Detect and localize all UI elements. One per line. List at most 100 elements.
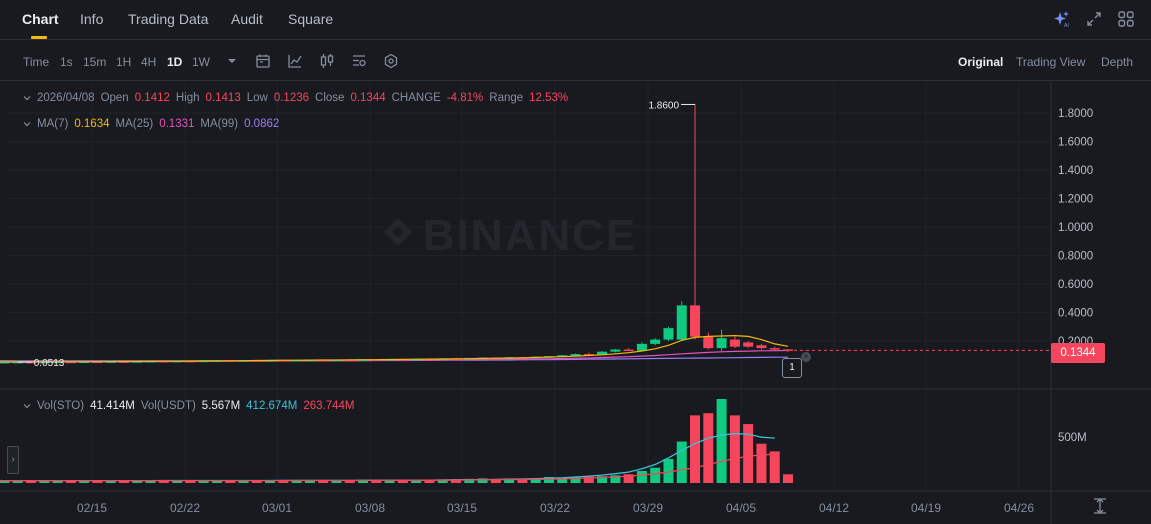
expand-icon[interactable] [1085, 10, 1103, 28]
price-tick-label: 1.8000 [1058, 108, 1093, 120]
tab-square[interactable]: Square [288, 11, 334, 27]
tab-chart[interactable]: Chart [22, 11, 59, 27]
volume-bar-up [636, 471, 647, 483]
tab-audit[interactable]: Audit [231, 11, 263, 27]
volume-bar-down [583, 476, 594, 483]
open-label: Open [100, 92, 129, 104]
x-tick-label: 03/01 [262, 501, 292, 515]
volume-legend: Vol(STO) 41.414M Vol(USDT) 5.567M 412.674M 26… [23, 400, 360, 412]
candle-up [663, 328, 674, 340]
candle-up [570, 354, 581, 356]
price-tick-label: 1.2000 [1058, 194, 1093, 206]
candle-down [119, 361, 129, 363]
candle-type-icon[interactable] [319, 53, 335, 69]
ma7-line [0, 334, 789, 363]
volume-bar-down [251, 480, 262, 483]
grid-layout-icon[interactable] [1117, 10, 1135, 28]
candle-down [756, 345, 767, 349]
price-tick-label: 0.4000 [1058, 308, 1093, 320]
tab-trading-data[interactable]: Trading Data [128, 11, 209, 27]
volume-bar-up [304, 480, 315, 483]
range-label: Range [489, 92, 524, 104]
volume-bar-down [344, 480, 355, 483]
interval-time[interactable]: Time [23, 55, 50, 69]
view-trading-view[interactable]: Trading View [1016, 55, 1086, 69]
volume-bar-up [663, 459, 674, 483]
candle-up [636, 343, 647, 351]
change-value: -4.81% [446, 92, 484, 104]
volume-bar-up [52, 480, 63, 483]
volume-bar-down [703, 413, 714, 483]
ma25-value: 0.1331 [159, 118, 195, 130]
price-tick-label: 1.0000 [1058, 222, 1093, 234]
settings-sliders-icon[interactable] [351, 53, 367, 69]
candle-up [39, 361, 50, 364]
candle-up [676, 305, 687, 340]
volume-bar-down [185, 480, 196, 483]
vol-usdt-label: Vol(USDT) [140, 400, 196, 412]
close-value: 0.1344 [350, 92, 386, 104]
volume-bar-up [597, 476, 608, 483]
volume-bar-up [411, 479, 422, 483]
volume-bar-up [437, 479, 448, 483]
order-marker-button[interactable]: 1 [782, 358, 802, 378]
x-tick-label: 04/19 [911, 501, 941, 515]
volume-bar-up [358, 479, 369, 483]
volume-bar-up [384, 480, 395, 483]
volume-bar-up [557, 477, 568, 483]
volume-bar-down [119, 480, 129, 483]
candle-down [743, 342, 754, 347]
indicator-line-icon[interactable] [287, 53, 303, 69]
view-depth[interactable]: Depth [1101, 55, 1134, 69]
ma99-label: MA(99) [200, 118, 239, 130]
volume-bar-down [769, 451, 780, 483]
candlestick-chart[interactable]: 02/15 02/22 03/01 03/08 03/15 03/22 03/29 04/05… [0, 82, 1151, 524]
interval-15m[interactable]: 15m [83, 55, 107, 69]
tab-info[interactable]: Info [80, 11, 104, 27]
candle-down [583, 354, 594, 356]
price-tick-label: 0.6000 [1058, 279, 1093, 291]
interval-1h[interactable]: 1H [116, 55, 132, 69]
interval-4h[interactable]: 4H [141, 55, 157, 69]
volume-bar-down [318, 480, 329, 483]
candle-up [610, 349, 621, 352]
collapse-chevron-icon[interactable] [23, 94, 31, 102]
volume-bar-up [543, 477, 554, 483]
volume-bar-up [650, 467, 661, 483]
candle-up [650, 339, 661, 344]
price-tick-label: 1.4000 [1058, 165, 1093, 177]
volume-bar-down [517, 478, 528, 483]
view-original[interactable]: Original [958, 55, 1004, 69]
sparkle-ai-icon[interactable]: AI [1053, 10, 1071, 28]
low-label: Low [246, 92, 268, 104]
candle-down [769, 348, 780, 350]
vol-sto-label: Vol(STO) [37, 400, 85, 412]
ma7-value: 0.1634 [74, 118, 110, 130]
volume-bar-up [12, 480, 23, 483]
interval-1s[interactable]: 1s [60, 55, 73, 69]
volume-bar-up [0, 481, 10, 483]
vol-ma2-value: 263.744M [303, 400, 355, 412]
candle-down [703, 336, 714, 349]
interval-1d[interactable]: 1D [167, 55, 183, 69]
candle-down [344, 359, 355, 362]
calendar-icon[interactable] [255, 53, 271, 69]
close-icon[interactable]: × [801, 352, 811, 362]
panel-expand-arrow[interactable]: › [7, 446, 19, 474]
current-price-tag: 0.1344 [1051, 343, 1105, 363]
x-tick-label: 04/26 [1004, 501, 1034, 515]
collapse-chevron-icon[interactable] [23, 402, 31, 410]
volume-bar-up [265, 480, 276, 483]
dropdown-caret-icon[interactable] [224, 53, 240, 69]
volume-bar-up [132, 480, 143, 483]
binance-watermark: BINANCE [423, 211, 637, 260]
interval-1w[interactable]: 1W [192, 55, 210, 69]
collapse-chevron-icon[interactable] [23, 120, 31, 128]
volume-axis-label: 500M [1058, 432, 1087, 444]
ai-badge: AI [1064, 23, 1069, 28]
volume-bar-up [504, 478, 515, 483]
volume-bar-up [238, 480, 249, 483]
auto-scale-icon[interactable] [1091, 497, 1109, 515]
hexagon-settings-icon[interactable] [383, 53, 399, 69]
volume-bar-down [92, 480, 103, 483]
